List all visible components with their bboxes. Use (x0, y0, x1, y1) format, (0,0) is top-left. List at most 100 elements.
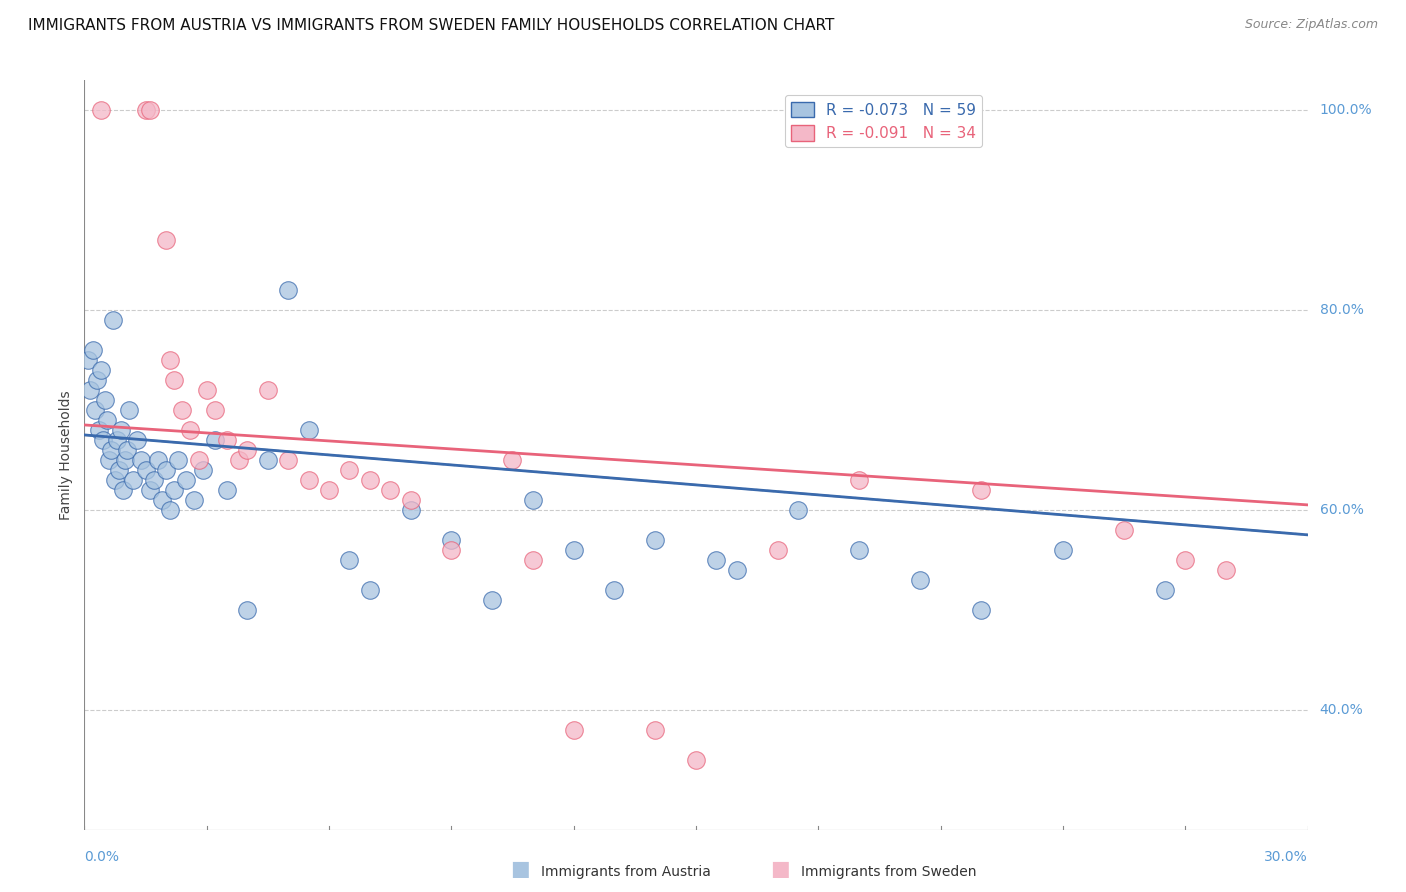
Point (163, 483, 186, 497)
Point (174, 473, 197, 487)
Point (127, 433, 149, 447)
Point (359, 582, 381, 597)
Point (96, 413, 118, 427)
Point (115, 442, 138, 457)
Point (440, 542, 463, 557)
Point (135, 463, 157, 477)
Point (131, 453, 153, 467)
Point (1154, 582, 1177, 597)
Y-axis label: Family Households: Family Households (59, 390, 73, 520)
Point (277, 283, 299, 297)
Point (1052, 542, 1074, 557)
Point (105, 433, 128, 447)
Point (603, 582, 626, 597)
Point (910, 573, 932, 587)
Point (706, 553, 728, 567)
Point (172, 403, 194, 417)
Point (83, 403, 105, 417)
Point (114, 453, 136, 467)
Point (138, 483, 160, 497)
Point (339, 463, 361, 477)
Text: Immigrants from Austria: Immigrants from Austria (541, 864, 711, 879)
Point (159, 353, 181, 368)
Point (122, 473, 145, 487)
Point (93, 392, 115, 407)
Point (101, 313, 124, 327)
Point (191, 463, 214, 477)
Point (399, 503, 422, 517)
Point (339, 553, 361, 567)
Text: 30.0%: 30.0% (1264, 849, 1308, 863)
Point (685, 753, 707, 767)
Point (766, 542, 789, 557)
Point (236, 603, 259, 617)
Point (970, 603, 993, 617)
Point (183, 492, 205, 507)
Text: ■: ■ (770, 859, 790, 879)
Point (87, 423, 110, 437)
Point (79, 383, 101, 397)
Point (848, 473, 870, 487)
Text: 80.0%: 80.0% (1320, 303, 1364, 317)
Text: 60.0%: 60.0% (1320, 503, 1364, 516)
Point (187, 453, 209, 467)
Text: IMMIGRANTS FROM AUSTRIA VS IMMIGRANTS FROM SWEDEN FAMILY HOUSEHOLDS CORRELATION : IMMIGRANTS FROM AUSTRIA VS IMMIGRANTS FR… (28, 18, 835, 33)
Point (217, 433, 239, 447)
Point (1114, 523, 1136, 537)
Point (298, 473, 321, 487)
Point (159, 503, 181, 517)
Point (82, 343, 104, 357)
Legend: R = -0.073   N = 59, R = -0.091   N = 34: R = -0.073 N = 59, R = -0.091 N = 34 (785, 95, 981, 147)
Point (1174, 553, 1197, 567)
Point (380, 483, 402, 497)
Point (108, 463, 131, 477)
Point (90, 103, 112, 118)
Text: Immigrants from Sweden: Immigrants from Sweden (801, 864, 977, 879)
Point (142, 473, 165, 487)
Text: Source: ZipAtlas.com: Source: ZipAtlas.com (1244, 18, 1378, 31)
Point (100, 442, 122, 457)
Text: 0.0%: 0.0% (84, 849, 120, 863)
Point (562, 542, 585, 557)
Point (204, 403, 226, 417)
Point (236, 442, 259, 457)
Point (318, 483, 340, 497)
Point (204, 433, 226, 447)
Point (217, 483, 239, 497)
Point (155, 463, 177, 477)
Point (138, 103, 160, 118)
Point (277, 453, 299, 467)
Point (91, 433, 114, 447)
Point (110, 423, 132, 437)
Point (135, 103, 157, 118)
Point (970, 483, 993, 497)
Point (86, 373, 108, 387)
Point (155, 233, 177, 247)
Point (167, 453, 190, 467)
Point (163, 373, 186, 387)
Point (150, 492, 173, 507)
Point (522, 492, 544, 507)
Point (228, 453, 250, 467)
Point (440, 533, 463, 547)
Point (502, 453, 524, 467)
Point (112, 483, 135, 497)
Point (644, 533, 666, 547)
Point (146, 453, 169, 467)
Point (481, 592, 503, 607)
Point (90, 363, 112, 377)
Point (257, 383, 280, 397)
Point (725, 563, 748, 577)
Text: 40.0%: 40.0% (1320, 703, 1364, 716)
Point (787, 503, 810, 517)
Point (77, 353, 100, 368)
Point (562, 723, 585, 737)
Point (1215, 563, 1237, 577)
Point (104, 473, 127, 487)
Point (359, 473, 381, 487)
Point (298, 423, 321, 437)
Point (179, 423, 201, 437)
Point (644, 723, 666, 737)
Point (195, 383, 218, 397)
Text: ■: ■ (510, 859, 530, 879)
